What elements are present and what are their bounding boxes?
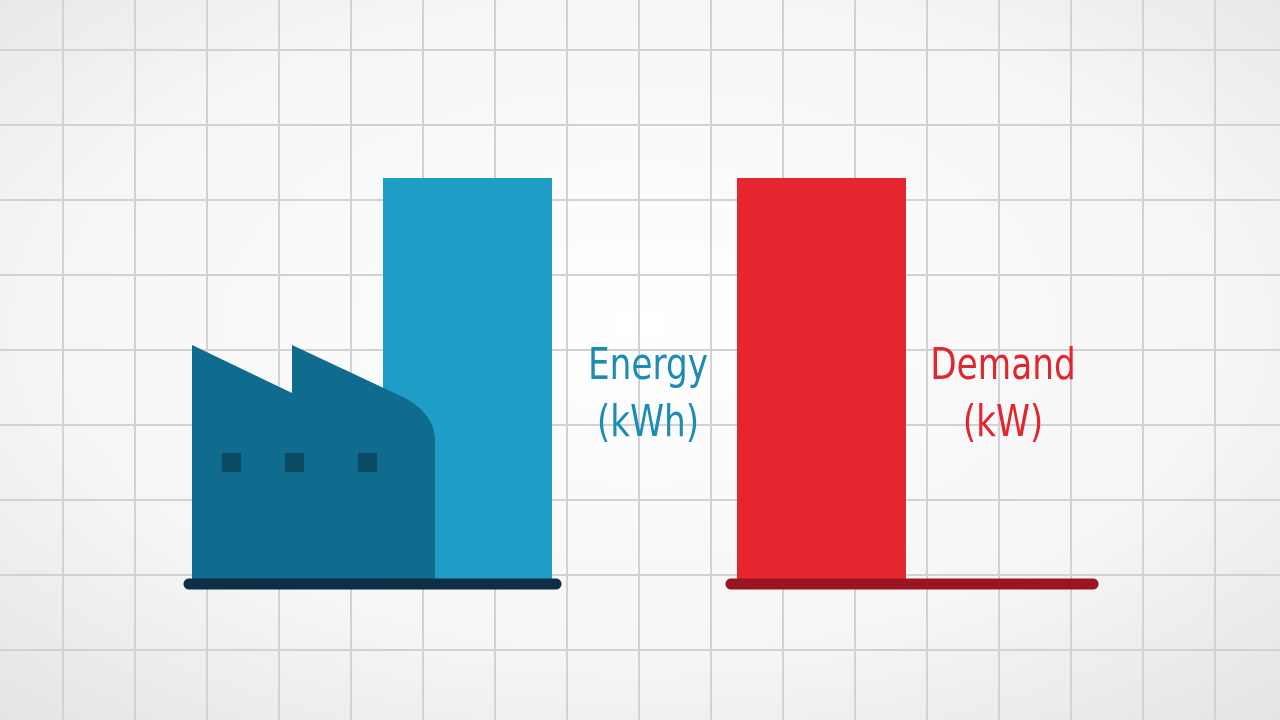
factory-window <box>358 453 377 472</box>
factory-window <box>285 453 304 472</box>
energy-label: Energy <box>588 339 708 390</box>
factory-window <box>222 453 241 472</box>
energy-unit: (kWh) <box>597 396 699 447</box>
demand-bar <box>737 178 906 582</box>
demand-unit: (kW) <box>963 396 1044 447</box>
demand-label: Demand <box>930 339 1075 390</box>
factory-icon <box>192 345 435 582</box>
